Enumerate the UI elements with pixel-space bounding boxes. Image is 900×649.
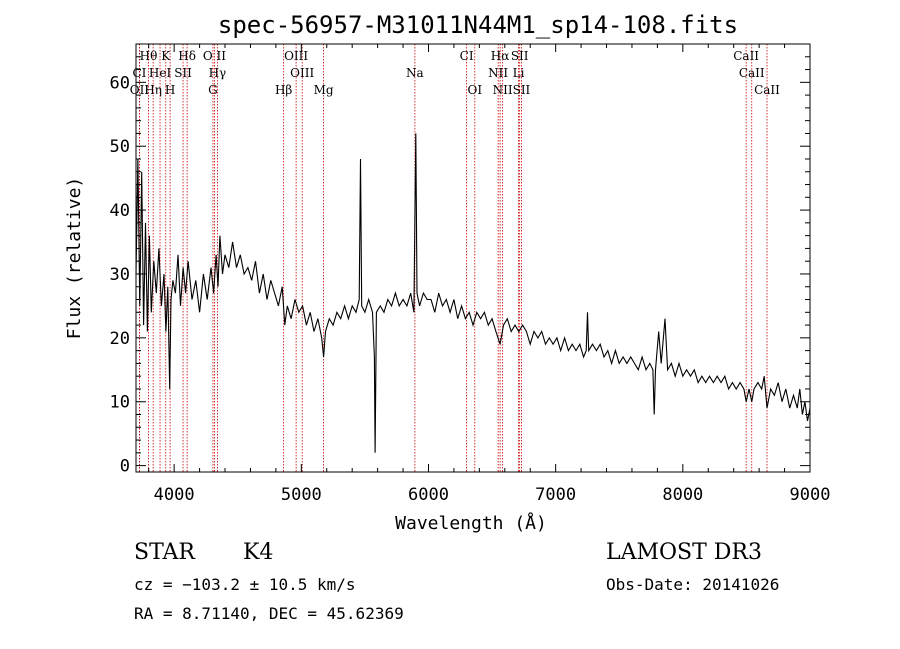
line-label-16: Li xyxy=(513,66,525,80)
spectral-line-markers xyxy=(139,44,768,472)
x-tick-label-4: 8000 xyxy=(662,485,703,505)
observation-date: Obs-Date: 20141026 xyxy=(606,575,779,594)
y-tick-label-3: 30 xyxy=(110,265,130,285)
survey-name: LAMOST DR3 xyxy=(606,540,762,565)
line-label-6: Hα xyxy=(491,49,510,63)
y-tick-label-5: 50 xyxy=(110,137,130,157)
line-label-10: HeI xyxy=(149,66,172,80)
line-label-2: Hδ xyxy=(178,49,196,63)
line-label-13: OIII xyxy=(290,66,314,80)
x-tick-label-3: 7000 xyxy=(535,485,576,505)
line-label-14: Na xyxy=(406,66,424,80)
y-tick-label-2: 20 xyxy=(110,329,130,349)
line-label-26: SII xyxy=(513,83,531,97)
x-tick-label-5: 9000 xyxy=(790,485,831,505)
line-label-8: CaII xyxy=(733,49,759,63)
x-tick-label-1: 5000 xyxy=(281,485,322,505)
line-label-22: Hβ xyxy=(275,83,292,97)
line-label-18: OII xyxy=(130,83,150,97)
y-tick-label-0: 0 xyxy=(120,457,130,477)
line-label-17: CaII xyxy=(739,66,765,80)
line-label-15: NII xyxy=(488,66,508,80)
line-label-3: O II xyxy=(203,49,226,63)
y-tick-label-4: 40 xyxy=(110,201,130,221)
line-label-25: NII xyxy=(493,83,513,97)
plot-frame xyxy=(135,43,811,473)
coordinates: RA = 8.71140, DEC = 45.62369 xyxy=(134,604,404,623)
line-label-7: SII xyxy=(511,49,529,63)
line-label-12: Hγ xyxy=(209,66,227,80)
line-label-0: Hθ xyxy=(140,49,158,63)
x-axis-label: Wavelength (Å) xyxy=(395,512,547,534)
x-tick-label-0: 4000 xyxy=(154,485,195,505)
redshift-velocity: cz = −103.2 ± 10.5 km/s xyxy=(134,575,356,594)
line-label-5: CI xyxy=(460,49,474,63)
line-label-19: Hη xyxy=(144,83,162,97)
flux-series-line xyxy=(135,133,811,453)
line-label-27: CaII xyxy=(754,83,780,97)
x-axis-ticks: 4000 5000 6000 7000 8000 9000 xyxy=(148,44,831,505)
line-label-11: SII xyxy=(174,66,192,80)
line-label-4: OIII xyxy=(284,49,308,63)
line-label-24: OI xyxy=(467,83,482,97)
line-label-1: K xyxy=(161,49,171,63)
x-tick-label-2: 6000 xyxy=(408,485,449,505)
y-axis-label: Flux (relative) xyxy=(64,177,85,340)
object-class: STAR xyxy=(134,540,196,565)
line-label-9: CI xyxy=(132,66,146,80)
chart-title: spec-56957-M31011N44M1_sp14-108.fits xyxy=(218,11,738,39)
object-subclass: K4 xyxy=(243,540,273,565)
line-label-23: Mg xyxy=(314,83,334,97)
y-tick-label-6: 60 xyxy=(110,73,130,93)
y-axis-ticks: 0 10 20 30 40 50 60 xyxy=(110,56,810,477)
y-tick-label-1: 10 xyxy=(110,393,130,413)
line-label-21: G xyxy=(208,83,218,97)
line-label-20: H xyxy=(165,83,175,97)
